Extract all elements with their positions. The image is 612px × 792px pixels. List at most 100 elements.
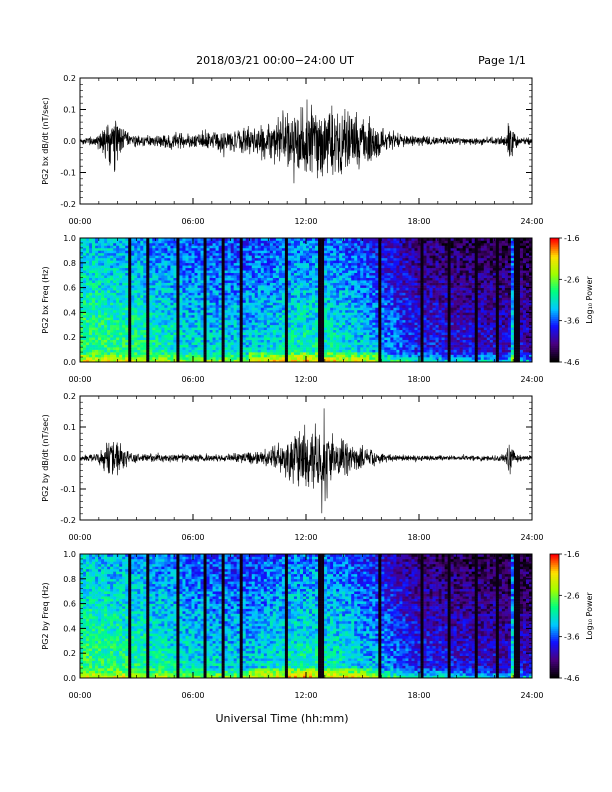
spectrogram-cell (248, 287, 253, 291)
spectrogram-cell (146, 347, 150, 350)
spectrogram-cell (342, 255, 346, 259)
spectrogram-cell (212, 324, 216, 328)
spectrogram-cell (293, 342, 298, 345)
spectrogram-cell (92, 290, 96, 293)
spectrogram-cell (266, 352, 271, 355)
spectrogram-cell (299, 319, 304, 323)
spectrogram-cell (306, 352, 310, 355)
spectrogram-cell (182, 292, 186, 296)
spectrogram-cell (239, 309, 244, 313)
spectrogram-cell (287, 302, 292, 306)
spectrogram-cell (333, 277, 337, 281)
spectrogram-cell (110, 337, 114, 340)
spectrogram-cell (293, 260, 298, 264)
spectrogram-cell (242, 332, 247, 336)
spectrogram-cell (354, 282, 358, 286)
spectrogram-cell (372, 354, 376, 358)
spectrogram-cell (215, 267, 219, 271)
spectrogram-cell (206, 327, 210, 331)
spectrogram-cell (206, 292, 210, 296)
spectrogram-cell (119, 334, 123, 338)
spectrogram-cell (188, 270, 192, 274)
spectrogram-cell (128, 272, 132, 276)
spectrogram-cell (212, 300, 216, 303)
spectrogram-cell (176, 262, 180, 266)
spectrogram-cell (333, 265, 337, 269)
spectrogram-cell (101, 319, 105, 323)
spectrogram-cell (107, 359, 111, 363)
spectrogram-cell (113, 297, 117, 301)
spectrogram-cell (315, 252, 319, 256)
spectrogram-cell (209, 307, 213, 311)
spectrogram-cell (86, 319, 90, 323)
spectrogram-cell (339, 347, 343, 350)
spectrogram-cell (206, 287, 210, 291)
spectrogram-cell (92, 257, 96, 261)
spectrogram-cell (233, 304, 237, 308)
spectrogram-cell (299, 314, 304, 318)
spectrogram-cell (287, 282, 292, 286)
spectrogram-cell (263, 275, 268, 278)
spectrogram-cell (158, 255, 162, 259)
spectrogram-cell (327, 300, 331, 303)
spectrogram-cell (80, 238, 84, 241)
spectrogram-cell (182, 265, 186, 269)
spectrogram-cell (140, 339, 144, 343)
spectrogram-cell (200, 312, 204, 316)
spectrogram-cell (191, 262, 195, 266)
spectrogram-cell (284, 357, 289, 360)
spectrogram-cell (363, 262, 367, 266)
spectrogram-cell (200, 317, 204, 321)
spectrogram-cell (110, 339, 114, 343)
spectrogram-cell (287, 354, 292, 358)
spectrogram-cell (83, 282, 87, 286)
spectrogram-cell (248, 272, 253, 276)
spectrogram-cell (315, 339, 319, 343)
spectrogram-cell (188, 252, 192, 256)
spectrogram-cell (281, 324, 286, 328)
spectrogram-cell (287, 247, 292, 251)
spectrogram-cell (366, 255, 370, 259)
spectrogram-cell (83, 252, 87, 256)
spectrogram-cell (125, 285, 129, 288)
spectrogram-cell (239, 347, 244, 350)
spectrogram-cell (254, 307, 259, 311)
spectrogram-cell (269, 260, 274, 264)
spectrogram-cell (263, 319, 268, 323)
spectrogram-cell (221, 314, 225, 318)
spectrogram-cell (206, 272, 210, 276)
spectrogram-cell (176, 297, 180, 301)
spectrogram-cell (110, 270, 114, 274)
spectrogram-cell (330, 352, 334, 355)
spectrogram-cell (366, 317, 370, 321)
spectrogram-cell (287, 280, 292, 283)
spectrogram-cell (188, 265, 192, 269)
spectrogram-cell (333, 270, 337, 274)
spectrogram-cell (122, 342, 126, 345)
spectrogram-cell (167, 327, 171, 331)
spectrogram-cell (248, 242, 253, 246)
spectrogram-cell (116, 349, 120, 353)
spectrogram-cell (299, 357, 304, 360)
spectrogram-cell (116, 302, 120, 306)
spectrogram-cell (155, 329, 159, 333)
spectrogram-cell (137, 287, 141, 291)
spectrogram-cell (330, 247, 334, 251)
spectrogram-cell (266, 319, 271, 323)
spectrogram-cell (257, 337, 262, 340)
spectrogram-cell (98, 334, 102, 338)
spectrogram-cell (161, 238, 165, 241)
spectrogram-cell (212, 314, 216, 318)
spectrogram-cell (83, 257, 87, 261)
spectrogram-cell (239, 272, 244, 276)
spectrogram-cell (275, 324, 280, 328)
spectrogram-cell (140, 337, 144, 340)
spectrogram-cell (110, 285, 114, 288)
spectrogram-cell (354, 357, 358, 360)
spectrogram-cell (327, 352, 331, 355)
spectrogram-cell (218, 347, 222, 350)
spectrogram-cell (363, 329, 367, 333)
spectrogram-cell (149, 247, 153, 251)
spectrogram-cell (281, 317, 286, 321)
spectrogram-cell (330, 332, 334, 336)
